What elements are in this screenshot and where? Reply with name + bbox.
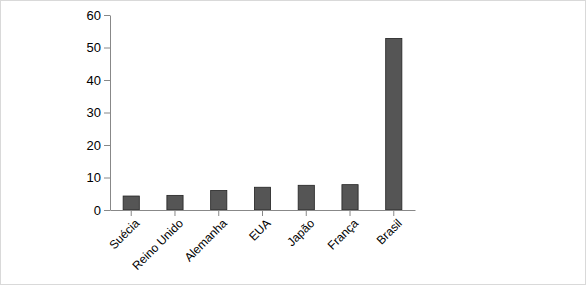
y-axis-line <box>110 16 111 211</box>
y-tick-label: 50 <box>87 40 101 55</box>
bar <box>254 187 270 210</box>
x-tick-label: França <box>325 216 362 253</box>
y-axis: 0 10 20 30 40 50 60 <box>87 8 111 218</box>
y-tick-mark <box>104 113 110 114</box>
bar <box>167 195 183 210</box>
y-tick-mark <box>104 48 110 49</box>
x-tick-label: Brasil <box>374 216 405 247</box>
y-tick-label: 0 <box>94 203 101 218</box>
x-tick: EUA <box>246 210 273 244</box>
x-tick: Reino Unido <box>129 210 186 273</box>
y-tick-mark <box>104 178 110 179</box>
x-tick-mark <box>393 210 394 216</box>
x-tick-mark <box>218 210 219 216</box>
y-tick: 30 <box>87 105 110 120</box>
bar <box>342 185 358 210</box>
x-axis: SuéciaReino UnidoAlemanha EUA JapãoFrança B… <box>106 210 415 273</box>
frame <box>1 1 586 285</box>
bar <box>298 185 314 210</box>
chart: 0 10 20 30 40 50 60 SuéciaReino UnidoAlemanha EU… <box>0 0 586 285</box>
y-tick: 40 <box>87 73 110 88</box>
x-tick-label: EUA <box>246 216 273 243</box>
bar <box>211 191 227 211</box>
y-tick: 20 <box>87 138 110 153</box>
y-tick-mark <box>104 210 110 211</box>
x-tick-mark <box>306 210 307 216</box>
x-tick-label: Reino Unido <box>129 216 186 273</box>
x-tick: Brasil <box>374 210 405 247</box>
y-tick: 50 <box>87 40 110 55</box>
x-tick-label: Suécia <box>106 216 142 252</box>
x-tick-mark <box>131 210 132 216</box>
y-tick-label: 40 <box>87 73 101 88</box>
bar <box>123 196 139 210</box>
x-tick: Japão <box>284 210 317 249</box>
y-tick: 10 <box>87 170 110 185</box>
x-tick: França <box>325 210 362 253</box>
y-tick: 60 <box>87 8 110 23</box>
x-tick: Alemanha <box>182 210 230 264</box>
bars <box>123 38 402 210</box>
y-tick-label: 30 <box>87 105 101 120</box>
y-tick-label: 20 <box>87 138 101 153</box>
y-tick-mark <box>104 145 110 146</box>
x-tick-mark <box>262 210 263 216</box>
bar <box>386 38 402 210</box>
x-tick-mark <box>350 210 351 216</box>
y-tick-label: 60 <box>87 8 101 23</box>
plot: 0 10 20 30 40 50 60 SuéciaReino UnidoAlemanha EU… <box>87 8 416 273</box>
y-tick: 0 <box>94 203 110 218</box>
x-tick-mark <box>174 210 175 216</box>
y-tick-label: 10 <box>87 170 101 185</box>
x-tick-label: Alemanha <box>182 216 230 264</box>
y-tick-mark <box>104 15 110 16</box>
y-tick-mark <box>104 80 110 81</box>
x-tick-label: Japão <box>284 216 317 249</box>
x-tick: Suécia <box>106 210 142 252</box>
